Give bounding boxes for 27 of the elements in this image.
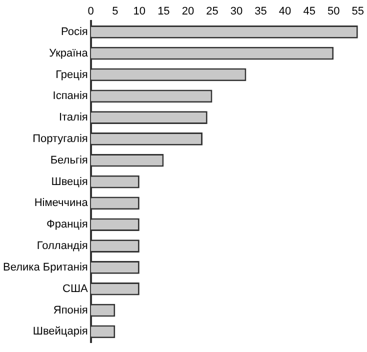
x-tick-label: 25 (206, 6, 218, 18)
x-tick-label: 50 (327, 6, 340, 18)
y-tick-label: Велика Британія (2, 261, 88, 274)
y-tick-label: Іспанія (52, 90, 88, 102)
x-tick-label: 20 (182, 6, 194, 18)
y-tick-label: Швеція (51, 176, 88, 188)
x-tick-label: 10 (133, 6, 146, 18)
y-tick-label: Італія (58, 112, 88, 124)
y-tick-label: Греція (56, 68, 88, 81)
y-tick-label: Україна (49, 47, 89, 60)
x-tick-label: 55 (352, 6, 364, 18)
y-tick-label: Бельгія (50, 154, 88, 166)
y-tick-label: Росія (60, 26, 88, 38)
y-tick-label: США (62, 282, 89, 295)
y-tick-label: Голландія (36, 240, 88, 252)
y-tick-label: Португалія (32, 133, 88, 146)
y-tick-label: Японія (53, 304, 88, 316)
x-tick-label: 40 (278, 6, 292, 18)
y-tick-label: Франція (46, 218, 88, 231)
x-tick-label: 35 (254, 6, 267, 18)
y-tick-label: Швейцарія (32, 326, 88, 338)
x-tick-label: 45 (303, 6, 316, 18)
y-tick-label: Німеччина (34, 197, 89, 210)
x-tick-label: 30 (230, 6, 243, 18)
x-tick-label: 0 (88, 6, 94, 18)
x-tick-label: 15 (158, 6, 170, 18)
x-tick-label: 5 (112, 6, 118, 18)
